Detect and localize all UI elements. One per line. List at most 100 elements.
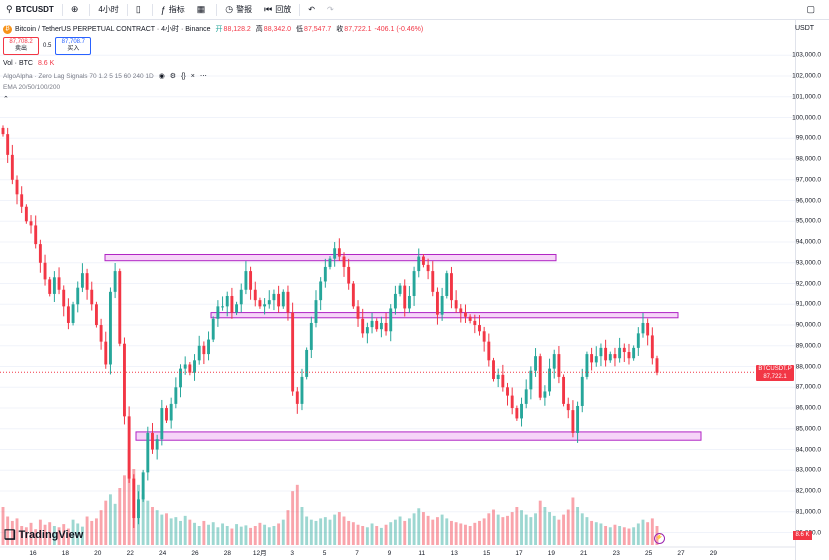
x-axis-ticks: 16 18 20 22 24 26 28 12月 3 5 7 9 11 13 15 17 19 21 23 25 27 2… (0, 546, 796, 557)
high-label: 高 (255, 26, 263, 33)
search-icon: ⚲ (6, 4, 13, 14)
candle-body (580, 376, 584, 406)
volume-bar (197, 526, 201, 545)
y-tick-label: 100,000.0 (792, 114, 821, 122)
layouts-button[interactable]: ▦ (191, 0, 215, 19)
candle-body (43, 262, 47, 280)
y-tick-label: 81,000.0 (795, 508, 821, 516)
redo-button[interactable]: ↷ (321, 0, 340, 19)
volume-bar (417, 508, 421, 545)
sell-button[interactable]: 87,708.2 卖出 (3, 37, 39, 55)
candle-body (347, 266, 351, 284)
price-axis[interactable]: 103,000.0 102,000.0 101,000.0 100,000.0 99,0… (792, 20, 829, 560)
volume-bar (337, 512, 341, 545)
y-tick-label: 96,000.0 (795, 197, 821, 205)
candle-body (1, 127, 5, 135)
undo-button[interactable]: ↶ (302, 0, 321, 19)
volume-bar (57, 527, 61, 545)
candle-body (319, 281, 323, 301)
x-tick-label: 24 (159, 550, 167, 557)
open-label: 开 (215, 26, 223, 33)
candle-body (440, 295, 444, 315)
candle-body (590, 354, 594, 363)
volume-bar (169, 518, 173, 545)
lightning-icon[interactable]: ⚡ (654, 533, 665, 544)
candle-body (85, 273, 89, 290)
fullscreen-icon[interactable]: ▢ (806, 4, 815, 14)
volume-bar (571, 497, 575, 545)
volume-bar (407, 518, 411, 545)
volume-bar (267, 527, 271, 545)
candle-body (151, 432, 154, 450)
volume-bar (342, 516, 346, 545)
bitcoin-icon: ₿ (3, 24, 12, 34)
y-tick-label: 87,000.0 (795, 383, 821, 391)
candle-body (464, 312, 467, 317)
volume-bar (151, 507, 154, 545)
candle-body (403, 285, 407, 309)
candle-body (286, 291, 290, 313)
volume-bar (613, 524, 617, 545)
grid-icon: ▦ (196, 4, 206, 14)
currency-label[interactable]: USDT (795, 25, 815, 32)
volume-bar (29, 522, 33, 545)
volume-bar (160, 514, 164, 545)
volume-bar (258, 522, 262, 545)
candle-body (258, 300, 262, 307)
y-tick-label: 97,000.0 (795, 176, 821, 184)
candle-body (305, 349, 309, 377)
candle-body (48, 279, 52, 294)
candle-body (492, 360, 495, 379)
settings-icon[interactable]: ⚙ (169, 73, 177, 80)
candle-body (655, 358, 659, 373)
candle-body (478, 325, 481, 332)
eye-icon[interactable]: ◉ (158, 73, 165, 80)
candle-body (179, 368, 182, 388)
alert-button[interactable]: ◷ 警报 (219, 0, 258, 19)
open-value: 88,128.2 (223, 25, 251, 33)
y-tick-label: 92,000.0 (795, 280, 821, 288)
x-tick-label: 9 (388, 550, 392, 557)
volume-bar (459, 523, 463, 545)
candle-body (501, 374, 505, 388)
candle-body (506, 387, 509, 396)
candle-body (361, 318, 365, 334)
replay-button[interactable]: ⏮ 回放 (258, 0, 297, 19)
volume-bar (487, 513, 491, 545)
interval-button[interactable]: 4小时 (98, 5, 119, 14)
close-icon[interactable]: × (190, 72, 195, 80)
candle-body (529, 370, 533, 390)
volume-bar (450, 520, 453, 545)
volume-bar (99, 510, 103, 545)
source-code-icon[interactable]: {} (181, 72, 186, 80)
chart-grid (0, 54, 796, 534)
x-tick-label: 27 (677, 550, 685, 557)
volume-bar (361, 526, 365, 545)
volume-bar (225, 526, 229, 545)
symbol-label: BTCUSDT (15, 5, 54, 14)
more-icon[interactable]: ⋯ (199, 73, 207, 80)
collapse-legend-button[interactable]: ⌃ (3, 95, 9, 103)
chart-type-button[interactable]: ▯ (130, 0, 150, 19)
compare-button[interactable]: ⊕ (65, 0, 88, 19)
y-tick-label: 94,000.0 (795, 238, 821, 246)
candle-body (618, 347, 622, 359)
candle-body (127, 416, 131, 479)
candle-body (169, 403, 173, 421)
candle-body (641, 322, 645, 334)
indicators-button[interactable]: ƒ 指标 (155, 0, 191, 19)
volume-bar (165, 513, 168, 545)
volume-bar (435, 517, 439, 545)
candle-body (515, 408, 519, 419)
volume-bar (604, 526, 608, 545)
x-tick-label: 3 (290, 550, 294, 557)
candle-body (538, 356, 542, 398)
x-tick-label: 23 (613, 550, 621, 557)
volume-bar (319, 518, 323, 545)
volume-bar (379, 527, 383, 545)
buy-button[interactable]: 87,708.7 买入 (55, 37, 92, 55)
candle-body (24, 206, 28, 222)
candle-body (6, 134, 10, 155)
symbol-search-button[interactable]: ⚲ BTCUSDT (0, 0, 60, 19)
